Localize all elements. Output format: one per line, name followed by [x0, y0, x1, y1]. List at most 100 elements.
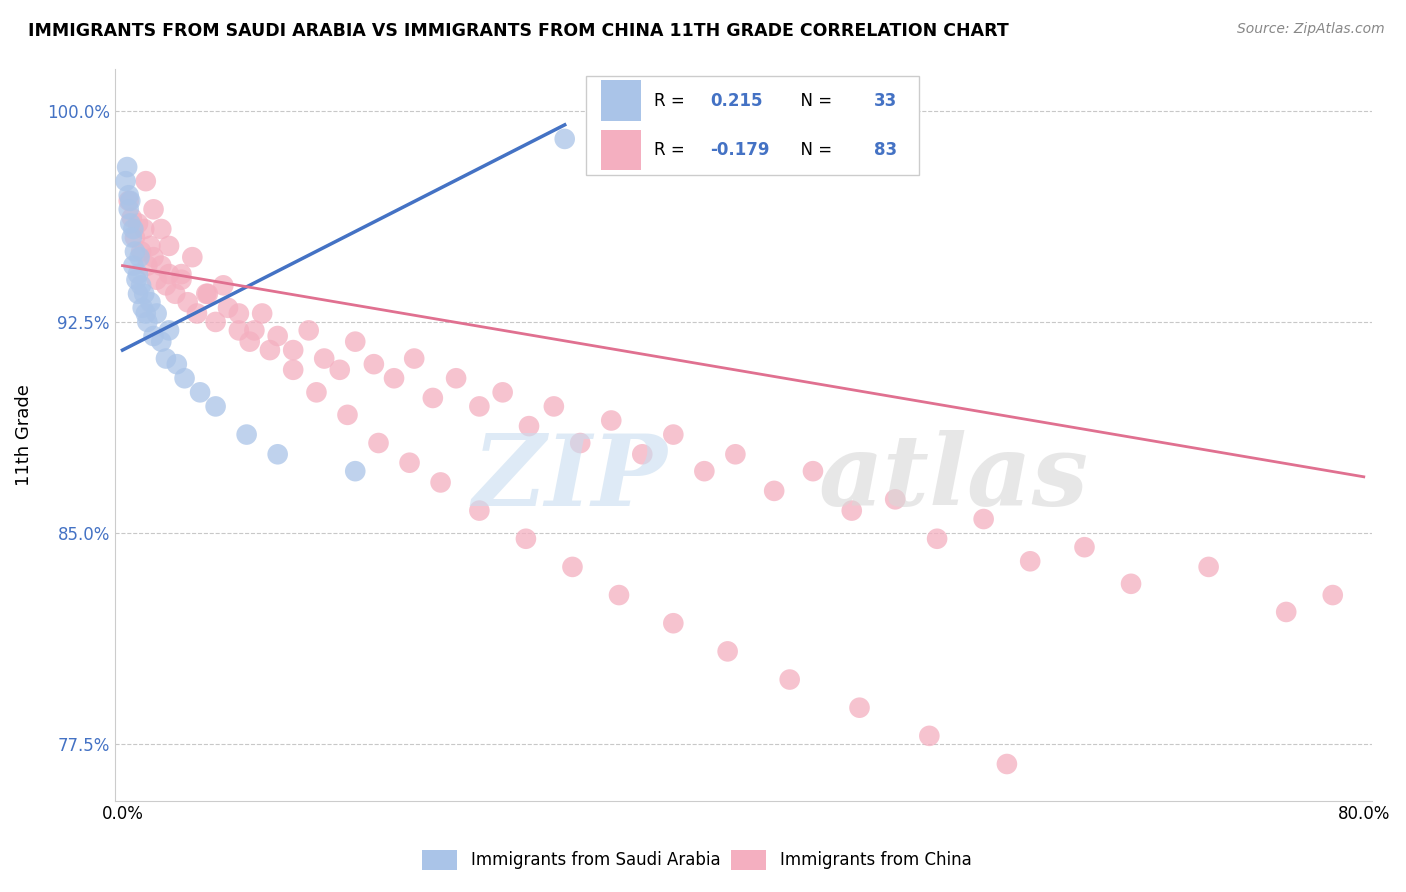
- Point: [305, 385, 328, 400]
- FancyBboxPatch shape: [586, 76, 920, 175]
- Point: [142, 329, 165, 343]
- Point: [717, 644, 740, 658]
- Point: [1322, 588, 1344, 602]
- Point: [186, 306, 208, 320]
- Point: [165, 286, 187, 301]
- Point: [367, 436, 389, 450]
- Point: [492, 385, 515, 400]
- Point: [115, 160, 138, 174]
- Point: [973, 512, 995, 526]
- Point: [129, 278, 152, 293]
- Point: [139, 295, 162, 310]
- Point: [283, 343, 305, 357]
- Point: [127, 286, 149, 301]
- Point: [122, 222, 145, 236]
- Point: [561, 560, 583, 574]
- Text: 83: 83: [875, 141, 897, 159]
- Point: [118, 188, 141, 202]
- Point: [145, 306, 167, 320]
- Point: [129, 244, 152, 259]
- Point: [150, 334, 173, 349]
- Point: [243, 323, 266, 337]
- Point: [444, 371, 467, 385]
- Point: [150, 222, 173, 236]
- FancyBboxPatch shape: [602, 80, 641, 120]
- Point: [155, 351, 177, 366]
- Point: [217, 301, 239, 315]
- Text: N =: N =: [790, 92, 837, 110]
- Point: [235, 427, 257, 442]
- Point: [125, 273, 148, 287]
- Text: IMMIGRANTS FROM SAUDI ARABIA VS IMMIGRANTS FROM CHINA 11TH GRADE CORRELATION CHA: IMMIGRANTS FROM SAUDI ARABIA VS IMMIGRAN…: [28, 22, 1010, 40]
- Point: [122, 259, 145, 273]
- Point: [228, 306, 250, 320]
- Point: [429, 475, 451, 490]
- Text: Immigrants from Saudi Arabia: Immigrants from Saudi Arabia: [471, 851, 721, 869]
- Y-axis label: 11th Grade: 11th Grade: [15, 384, 32, 485]
- Point: [266, 329, 288, 343]
- Point: [1198, 560, 1220, 574]
- Point: [157, 239, 180, 253]
- Point: [517, 419, 540, 434]
- Point: [515, 532, 537, 546]
- Point: [801, 464, 824, 478]
- Point: [120, 216, 142, 230]
- Point: [918, 729, 941, 743]
- Text: R =: R =: [654, 92, 690, 110]
- Point: [157, 323, 180, 337]
- Point: [607, 588, 630, 602]
- Text: atlas: atlas: [818, 430, 1088, 527]
- Point: [344, 334, 367, 349]
- Point: [239, 334, 262, 349]
- Point: [120, 194, 142, 208]
- Point: [336, 408, 359, 422]
- Point: [155, 278, 177, 293]
- Point: [204, 400, 226, 414]
- Point: [204, 315, 226, 329]
- Point: [314, 351, 336, 366]
- Point: [212, 278, 235, 293]
- Point: [266, 447, 288, 461]
- Point: [150, 259, 173, 273]
- Point: [468, 503, 491, 517]
- Point: [176, 295, 198, 310]
- Point: [250, 306, 273, 320]
- Point: [398, 456, 420, 470]
- Point: [188, 385, 211, 400]
- Point: [127, 216, 149, 230]
- Point: [543, 400, 565, 414]
- Point: [329, 363, 352, 377]
- Point: [1275, 605, 1298, 619]
- Text: 33: 33: [875, 92, 897, 110]
- Point: [170, 267, 193, 281]
- Point: [127, 267, 149, 281]
- Point: [925, 532, 948, 546]
- Point: [173, 371, 195, 385]
- Point: [114, 174, 136, 188]
- Point: [422, 391, 444, 405]
- Point: [136, 259, 159, 273]
- Text: Immigrants from China: Immigrants from China: [780, 851, 972, 869]
- Point: [841, 503, 863, 517]
- Point: [1119, 576, 1142, 591]
- Point: [124, 230, 146, 244]
- Point: [298, 323, 321, 337]
- Point: [363, 357, 385, 371]
- Point: [131, 301, 153, 315]
- Point: [662, 616, 685, 631]
- Point: [554, 132, 576, 146]
- Point: [344, 464, 367, 478]
- Point: [283, 363, 305, 377]
- Point: [118, 194, 141, 208]
- Point: [145, 273, 167, 287]
- Point: [142, 202, 165, 217]
- Point: [259, 343, 281, 357]
- Point: [779, 673, 801, 687]
- Point: [121, 211, 143, 225]
- Point: [157, 267, 180, 281]
- Text: -0.179: -0.179: [710, 141, 770, 159]
- Point: [569, 436, 592, 450]
- Point: [693, 464, 716, 478]
- Point: [135, 306, 157, 320]
- Point: [995, 757, 1018, 772]
